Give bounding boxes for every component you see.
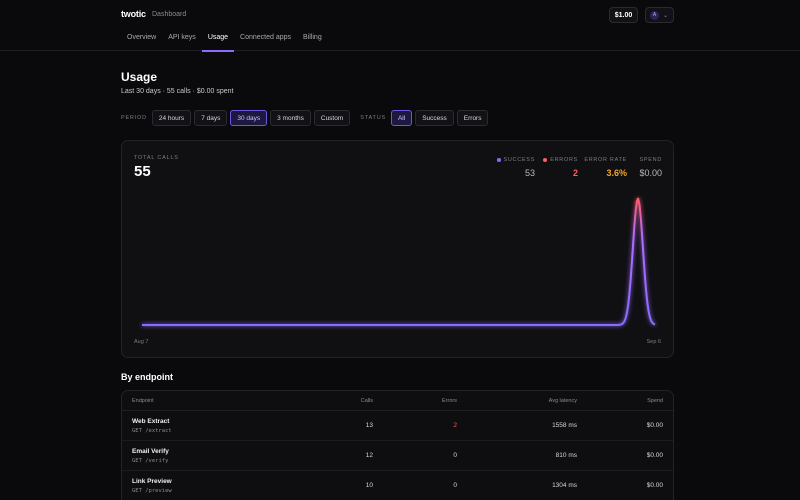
period-24-hours-button[interactable]: 24 hours — [151, 110, 192, 126]
period-3-months-button[interactable]: 3 months — [270, 110, 311, 126]
top-bar: twotic Dashboard $1.00 A ⌄ Overview API … — [0, 0, 800, 52]
spend-value: $0.00 — [639, 168, 662, 178]
endpoint-path: GET /extract — [132, 428, 172, 434]
success-value: 53 — [524, 168, 535, 178]
chevron-down-icon: ⌄ — [663, 12, 669, 19]
tab-usage[interactable]: Usage — [201, 34, 235, 52]
x-axis-start-label: Aug 7 — [134, 339, 149, 345]
latency-cell: 1304 ms — [552, 482, 577, 489]
page-subtitle: Last 30 days · 55 calls · $0.00 spent — [121, 88, 234, 95]
period-7-days-button[interactable]: 7 days — [194, 110, 228, 126]
total-calls-value: 55 — [134, 163, 151, 180]
status-errors-button[interactable]: Errors — [456, 110, 489, 126]
usage-point[interactable] — [636, 197, 640, 201]
period-label: PERIOD — [121, 115, 147, 121]
page-title: Usage — [121, 70, 158, 84]
errors-cell: 2 — [453, 422, 457, 429]
table-row[interactable]: Email Verify GET /verify 12 0 810 ms $0.… — [122, 441, 673, 471]
tab-connected-apps[interactable]: Connected apps — [240, 34, 292, 41]
spend-cell: $0.00 — [646, 452, 663, 459]
success-stat: SUCCESS 53 — [496, 157, 535, 178]
endpoint-name: Web Extract — [132, 418, 170, 425]
endpoint-name: Email Verify — [132, 448, 169, 455]
header-errors: Errors — [442, 398, 457, 404]
tab-billing[interactable]: Billing — [303, 34, 322, 41]
avatar: A — [650, 10, 659, 20]
errors-cell: 0 — [453, 482, 457, 489]
tab-overview[interactable]: Overview — [127, 34, 157, 41]
error-rate-stat: ERROR RATE 3.6% — [584, 157, 627, 178]
status-label: STATUS — [360, 115, 386, 121]
usage-chart — [142, 197, 656, 326]
spend-stat: SPEND $0.00 — [639, 157, 662, 178]
usage-chart-card: TOTAL CALLS 55 SUCCESS 53 ERRORS 2 ERROR… — [121, 140, 674, 358]
header-spend: Spend — [647, 398, 663, 404]
spend-cell: $0.00 — [646, 482, 663, 489]
error-rate-label: ERROR RATE — [584, 157, 627, 163]
period-30-days-button[interactable]: 30 days — [230, 110, 268, 126]
endpoint-table: Endpoint Calls Errors Avg latency Spend … — [121, 390, 674, 500]
filter-bar: PERIOD 24 hours 7 days 30 days 3 months … — [121, 110, 491, 126]
errors-stat: ERRORS 2 — [543, 157, 578, 178]
x-axis-end-label: Sep 6 — [646, 339, 661, 345]
errors-cell: 0 — [453, 452, 457, 459]
latency-cell: 810 ms — [555, 452, 577, 459]
status-success-button[interactable]: Success — [415, 110, 454, 126]
endpoint-path: GET /verify — [132, 458, 169, 464]
header-endpoint: Endpoint — [132, 398, 154, 404]
calls-cell: 10 — [365, 482, 373, 489]
error-rate-value: 3.6% — [606, 168, 627, 178]
tab-api-keys[interactable]: API keys — [168, 34, 196, 41]
latency-cell: 1558 ms — [552, 422, 577, 429]
credit-balance-button[interactable]: $1.00 — [609, 7, 638, 23]
account-menu-button[interactable]: A ⌄ — [645, 7, 674, 23]
table-header: Endpoint Calls Errors Avg latency Spend — [122, 391, 673, 411]
total-calls-label: TOTAL CALLS — [134, 155, 179, 161]
success-label: SUCCESS — [503, 157, 535, 163]
brand-logo[interactable]: twotic — [121, 9, 146, 19]
table-row[interactable]: Link Preview GET /preview 10 0 1304 ms $… — [122, 471, 673, 500]
calls-cell: 12 — [365, 452, 373, 459]
status-all-button[interactable]: All — [390, 110, 413, 126]
errors-dot-icon — [543, 158, 548, 162]
endpoint-path: GET /preview — [132, 488, 172, 494]
main-nav: Overview API keys Usage Connected apps B… — [121, 34, 328, 52]
header-calls: Calls — [360, 398, 373, 404]
period-custom-button[interactable]: Custom — [313, 110, 351, 126]
header-avg-latency: Avg latency — [548, 398, 577, 404]
endpoint-name: Link Preview — [132, 478, 172, 485]
calls-cell: 13 — [365, 422, 373, 429]
success-dot-icon — [496, 158, 501, 162]
table-row[interactable]: Web Extract GET /extract 13 2 1558 ms $0… — [122, 411, 673, 441]
errors-value: 2 — [572, 168, 578, 178]
spend-label: SPEND — [639, 157, 662, 163]
usage-series-line — [142, 197, 656, 326]
errors-label: ERRORS — [550, 157, 578, 163]
breadcrumb[interactable]: Dashboard — [152, 11, 187, 18]
spend-cell: $0.00 — [646, 422, 663, 429]
by-endpoint-title: By endpoint — [121, 372, 173, 382]
